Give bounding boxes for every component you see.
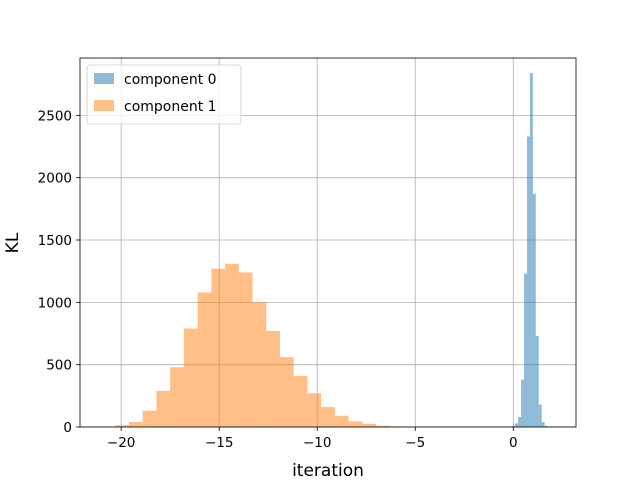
histogram-bar-component-1 xyxy=(376,425,390,427)
x-tick-label: −15 xyxy=(205,435,234,451)
ticks-layer: −20 −15 −10 −5 0 0 500 1000 1500 2000 2500 xyxy=(38,108,518,451)
histogram-bar-component-0 xyxy=(518,417,522,427)
legend-box xyxy=(86,64,242,125)
histogram-bar-component-1 xyxy=(293,375,308,427)
histogram-bar-component-0 xyxy=(521,379,525,427)
legend-label-component-1: component 1 xyxy=(124,99,217,115)
x-tick-label: −5 xyxy=(405,435,425,451)
histogram-bar-component-1 xyxy=(142,410,157,427)
legend-swatch-component-1 xyxy=(94,100,114,111)
legend-label-component-0: component 0 xyxy=(124,72,217,88)
histogram-bar-component-1 xyxy=(156,390,171,427)
y-tick-label: 1000 xyxy=(38,295,72,311)
histogram-bar-component-1 xyxy=(307,393,322,427)
y-tick-label: 2500 xyxy=(38,108,72,124)
histogram-bar-component-1 xyxy=(115,425,130,427)
histogram-bar-component-1 xyxy=(334,415,349,427)
histogram-bar-component-0 xyxy=(532,193,536,427)
histogram-bar-component-0 xyxy=(538,404,542,427)
histogram-bar-component-1 xyxy=(225,263,239,427)
y-tick-label: 0 xyxy=(63,420,72,436)
histogram-bar-component-0 xyxy=(524,273,527,427)
histogram-bar-component-1 xyxy=(183,328,198,427)
y-tick-label: 500 xyxy=(46,358,72,374)
x-tick-label: −10 xyxy=(303,435,332,451)
y-tick-label: 1500 xyxy=(38,233,72,249)
x-tick-label: −20 xyxy=(107,435,136,451)
histogram-bar-component-1 xyxy=(211,268,226,427)
histogram-bar-component-0 xyxy=(529,72,533,427)
histogram-bar-component-0 xyxy=(535,335,539,427)
histogram-bar-component-1 xyxy=(197,292,212,427)
y-tick-label: 2000 xyxy=(38,171,72,187)
histogram-bar-component-1 xyxy=(252,302,267,427)
histogram-bar-component-1 xyxy=(170,367,184,427)
bars-layer xyxy=(115,72,548,427)
histogram-bar-component-0 xyxy=(512,425,516,427)
plot-frame xyxy=(79,57,577,428)
histogram-bar-component-1 xyxy=(129,422,143,427)
histogram-bar-component-0 xyxy=(526,136,530,427)
histogram-bar-component-1 xyxy=(321,407,335,427)
x-tick-label: 0 xyxy=(509,435,518,451)
legend: component 0 component 1 xyxy=(86,64,242,125)
y-axis-label: KL xyxy=(3,232,23,253)
histogram-bar-component-0 xyxy=(544,425,548,427)
histogram-bar-component-0 xyxy=(541,422,545,427)
histogram-bar-component-1 xyxy=(279,357,294,427)
legend-swatch-component-0 xyxy=(94,73,114,84)
x-axis-label: iteration xyxy=(292,461,364,480)
histogram-bar-component-1 xyxy=(266,331,280,427)
histogram-bar-component-1 xyxy=(348,421,363,427)
histogram-bar-component-1 xyxy=(362,423,377,427)
histogram-bar-component-1 xyxy=(238,272,253,427)
histogram-bar-component-0 xyxy=(515,423,519,427)
